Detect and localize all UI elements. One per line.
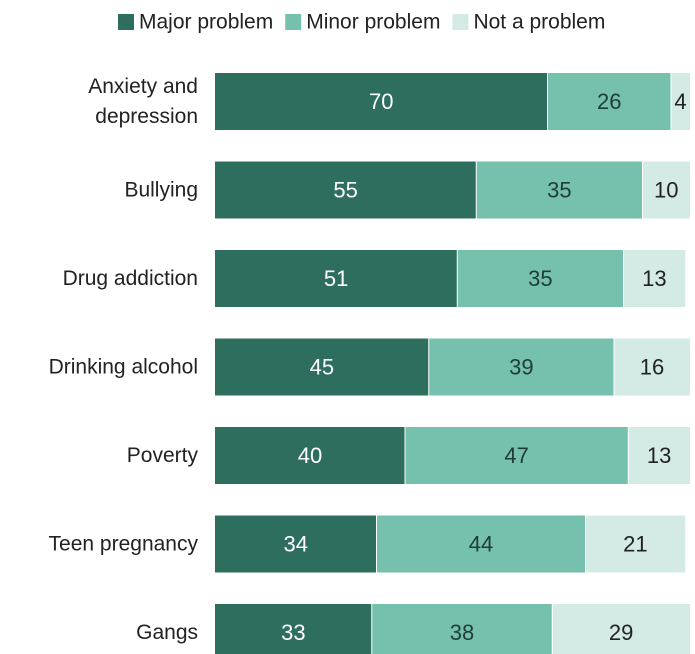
bar-segment-major-problem-anxiety-and-depression bbox=[215, 73, 548, 130]
data-label-major-problem-drinking-alcohol: 45 bbox=[310, 355, 334, 380]
bar-segment-minor-problem-poverty bbox=[405, 427, 629, 484]
legend-label-minor-problem: Minor problem bbox=[306, 11, 440, 34]
legend-swatch-minor-problem bbox=[285, 14, 302, 30]
category-label-bullying: Bullying bbox=[124, 179, 198, 202]
data-label-not-a-problem-gangs: 29 bbox=[609, 620, 633, 645]
category-label-anxiety-and-depression: depression bbox=[95, 105, 198, 128]
bars: Anxiety and depression 70 26 4 Bullying 55 35 10… bbox=[49, 73, 690, 654]
bar-segment-major-problem-drinking-alcohol bbox=[215, 338, 429, 396]
data-label-not-a-problem-drinking-alcohol: 16 bbox=[640, 355, 664, 380]
bar-segment-not-a-problem-drinking-alcohol bbox=[614, 338, 690, 396]
bar-segment-minor-problem-anxiety-and-depression bbox=[547, 73, 671, 130]
bar-segment-major-problem-bullying bbox=[215, 161, 477, 219]
bar-segment-not-a-problem-bullying bbox=[642, 161, 690, 219]
data-label-not-a-problem-teen-pregnancy: 21 bbox=[623, 532, 647, 557]
bar-segment-not-a-problem-poverty bbox=[628, 427, 690, 484]
bar-segment-not-a-problem-gangs bbox=[552, 604, 690, 654]
data-label-minor-problem-anxiety-and-depression: 26 bbox=[597, 89, 621, 114]
data-label-minor-problem-drinking-alcohol: 39 bbox=[509, 355, 533, 380]
bar-segment-minor-problem-teen-pregnancy bbox=[376, 515, 586, 573]
data-label-minor-problem-gangs: 38 bbox=[450, 620, 474, 645]
bar-segment-major-problem-poverty bbox=[215, 427, 405, 484]
data-label-not-a-problem-bullying: 10 bbox=[654, 178, 678, 203]
bar-segment-minor-problem-drinking-alcohol bbox=[428, 338, 614, 396]
legend-swatch-not-a-problem bbox=[452, 14, 469, 30]
bar-segment-major-problem-drug-addiction bbox=[215, 250, 458, 307]
bar-segment-not-a-problem-teen-pregnancy bbox=[585, 515, 686, 573]
data-label-major-problem-bullying: 55 bbox=[333, 178, 357, 203]
legend-label-not-a-problem: Not a problem bbox=[473, 11, 605, 34]
bar-segment-not-a-problem-drug-addiction bbox=[623, 250, 686, 307]
data-label-minor-problem-bullying: 35 bbox=[547, 178, 571, 203]
bar-segment-not-a-problem-anxiety-and-depression bbox=[671, 73, 690, 130]
category-label-drug-addiction: Drug addiction bbox=[63, 267, 198, 290]
bar-segment-major-problem-gangs bbox=[215, 604, 372, 654]
data-label-minor-problem-drug-addiction: 35 bbox=[528, 266, 552, 291]
data-label-major-problem-anxiety-and-depression: 70 bbox=[369, 89, 393, 114]
data-label-major-problem-gangs: 33 bbox=[281, 620, 305, 645]
data-label-major-problem-poverty: 40 bbox=[298, 443, 322, 468]
category-label-gangs: Gangs bbox=[136, 621, 198, 644]
bar-segment-major-problem-teen-pregnancy bbox=[215, 515, 377, 573]
category-label-anxiety-and-depression: Anxiety and bbox=[88, 75, 198, 98]
legend-label-major-problem: Major problem bbox=[139, 11, 273, 34]
bar-segment-minor-problem-bullying bbox=[476, 161, 643, 219]
data-label-minor-problem-teen-pregnancy: 44 bbox=[469, 532, 493, 557]
data-label-not-a-problem-poverty: 13 bbox=[647, 443, 671, 468]
data-label-major-problem-teen-pregnancy: 34 bbox=[284, 532, 308, 557]
bar-segment-minor-problem-gangs bbox=[371, 604, 553, 654]
data-label-not-a-problem-anxiety-and-depression: 4 bbox=[674, 89, 686, 114]
data-label-minor-problem-poverty: 47 bbox=[504, 443, 528, 468]
category-label-teen-pregnancy: Teen pregnancy bbox=[49, 533, 199, 556]
bar-segment-minor-problem-drug-addiction bbox=[457, 250, 624, 307]
legend: Major problem Minor problem Not a problem bbox=[118, 11, 605, 34]
category-label-drinking-alcohol: Drinking alcohol bbox=[49, 356, 198, 379]
category-label-poverty: Poverty bbox=[127, 444, 199, 467]
data-label-not-a-problem-drug-addiction: 13 bbox=[642, 266, 666, 291]
legend-swatch-major-problem bbox=[118, 14, 134, 30]
data-label-major-problem-drug-addiction: 51 bbox=[324, 266, 348, 291]
